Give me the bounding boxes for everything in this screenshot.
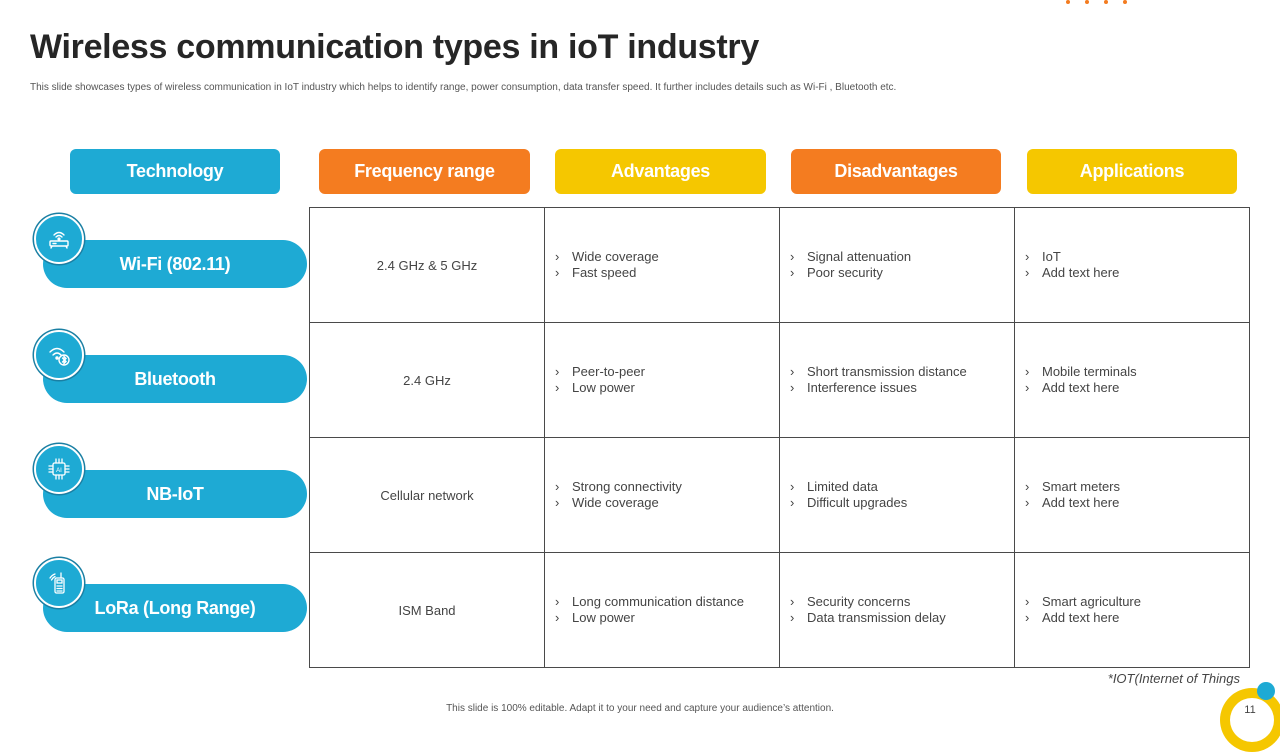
table-row: Cellular network Strong connectivity Wid…: [309, 437, 1250, 553]
table-row: 2.4 GHz Peer-to-peer Low power Short tra…: [309, 322, 1250, 438]
list-item: Signal attenuation: [790, 249, 1014, 265]
slide-title: Wireless communication types in ioT indu…: [30, 28, 759, 66]
tech-label-wifi: Wi-Fi (802.11): [43, 240, 307, 288]
list-item: Short transmission distance: [790, 364, 1014, 380]
header-advantages: Advantages: [555, 149, 766, 194]
list-item: Add text here: [1025, 265, 1249, 281]
slide-subtitle: This slide showcases types of wireless c…: [30, 82, 897, 93]
table-row: ISM Band Long communication distance Low…: [309, 552, 1250, 668]
decorative-dots: [1066, 0, 1136, 16]
advantages-cell: Peer-to-peer Low power: [544, 322, 780, 438]
frequency-cell: ISM Band: [309, 552, 545, 668]
list-item: Data transmission delay: [790, 610, 1014, 626]
disadvantages-cell: Limited data Difficult upgrades: [779, 437, 1015, 553]
disadvantages-cell: Security concerns Data transmission dela…: [779, 552, 1015, 668]
list-item: Smart meters: [1025, 479, 1249, 495]
list-item: Fast speed: [555, 265, 779, 281]
frequency-cell: 2.4 GHz & 5 GHz: [309, 207, 545, 323]
list-item: Add text here: [1025, 495, 1249, 511]
list-item: Mobile terminals: [1025, 364, 1249, 380]
comparison-table: 2.4 GHz & 5 GHz Wide coverage Fast speed…: [309, 207, 1250, 668]
disadvantages-cell: Signal attenuation Poor security: [779, 207, 1015, 323]
advantages-cell: Wide coverage Fast speed: [544, 207, 780, 323]
list-item: Low power: [555, 610, 779, 626]
footer-note: This slide is 100% editable. Adapt it to…: [446, 703, 834, 714]
router-icon: [34, 214, 84, 264]
tech-label-lora: LoRa (Long Range): [43, 584, 307, 632]
applications-cell: Smart agriculture Add text here: [1014, 552, 1250, 668]
radio-device-icon: [34, 558, 84, 608]
header-technology: Technology: [70, 149, 280, 194]
bluetooth-icon: [34, 330, 84, 380]
advantages-cell: Long communication distance Low power: [544, 552, 780, 668]
list-item: Add text here: [1025, 610, 1249, 626]
list-item: Long communication distance: [555, 594, 779, 610]
list-item: Poor security: [790, 265, 1014, 281]
disadvantages-cell: Short transmission distance Interference…: [779, 322, 1015, 438]
list-item: IoT: [1025, 249, 1249, 265]
frequency-cell: 2.4 GHz: [309, 322, 545, 438]
list-item: Wide coverage: [555, 495, 779, 511]
tech-label-bluetooth: Bluetooth: [43, 355, 307, 403]
list-item: Add text here: [1025, 380, 1249, 396]
applications-cell: Mobile terminals Add text here: [1014, 322, 1250, 438]
ai-chip-icon: AI: [34, 444, 84, 494]
header-applications: Applications: [1027, 149, 1237, 194]
list-item: Smart agriculture: [1025, 594, 1249, 610]
advantages-cell: Strong connectivity Wide coverage: [544, 437, 780, 553]
table-row: 2.4 GHz & 5 GHz Wide coverage Fast speed…: [309, 207, 1250, 323]
decorative-dot: [1257, 682, 1275, 700]
svg-text:AI: AI: [56, 468, 62, 474]
list-item: Limited data: [790, 479, 1014, 495]
list-item: Wide coverage: [555, 249, 779, 265]
applications-cell: Smart meters Add text here: [1014, 437, 1250, 553]
list-item: Security concerns: [790, 594, 1014, 610]
footnote: *IOT(Internet of Things: [1107, 671, 1240, 686]
list-item: Difficult upgrades: [790, 495, 1014, 511]
page-number: 11: [1244, 704, 1256, 716]
list-item: Interference issues: [790, 380, 1014, 396]
applications-cell: IoT Add text here: [1014, 207, 1250, 323]
header-disadvantages: Disadvantages: [791, 149, 1001, 194]
list-item: Strong connectivity: [555, 479, 779, 495]
list-item: Low power: [555, 380, 779, 396]
header-frequency-range: Frequency range: [319, 149, 530, 194]
tech-label-nb-iot: NB-IoT: [43, 470, 307, 518]
frequency-cell: Cellular network: [309, 437, 545, 553]
list-item: Peer-to-peer: [555, 364, 779, 380]
